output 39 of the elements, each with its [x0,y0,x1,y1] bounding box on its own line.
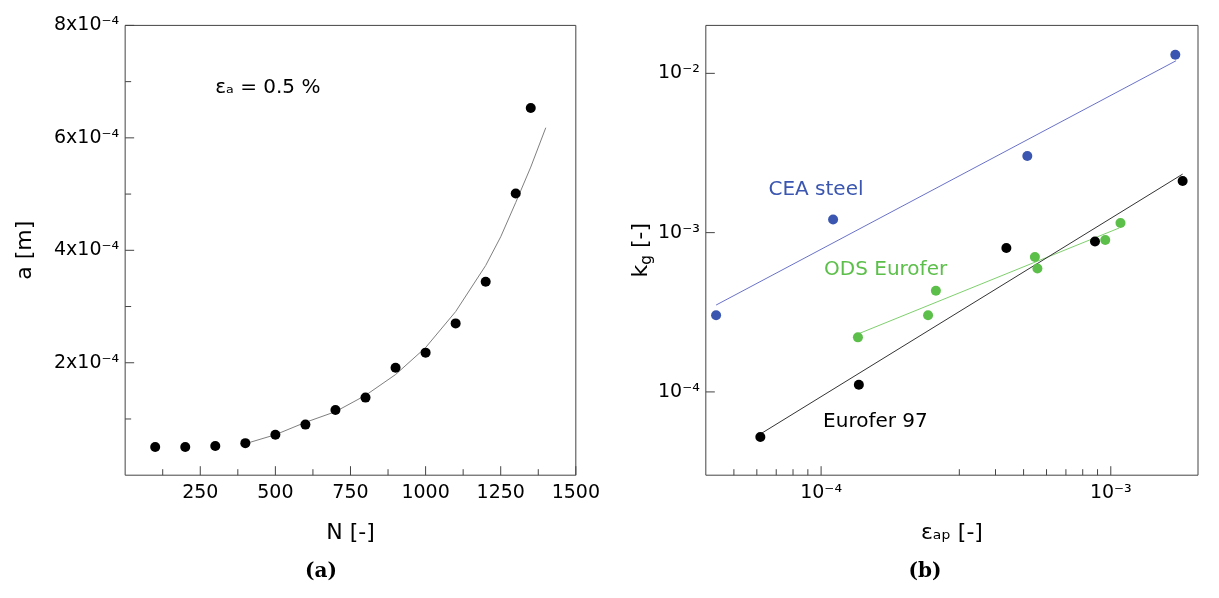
x-tick-label: 10⁻⁴ [800,479,843,502]
point [510,188,521,199]
point [300,419,311,430]
annotation: εₐ = 0.5 % [215,73,321,98]
point [480,276,491,287]
series-label: CEA steel [768,175,864,200]
y-tick-label: 6x10⁻⁴ [54,124,120,147]
text: (b) [908,558,942,583]
y-tick-label: 4x10⁻⁴ [54,237,120,260]
y-tick-label: 10⁻⁴ [657,378,701,401]
x-tick-label: 10⁻³ [1089,479,1132,502]
series-label: ODS Eurofer [824,256,948,281]
point [240,438,251,449]
point [360,392,371,403]
point [270,429,281,440]
x-tick-label: 500 [257,479,294,502]
x-tick-label: 750 [332,479,369,502]
y-tick-label: 8x10⁻⁴ [54,12,120,35]
text: (a) [305,558,337,583]
point [150,442,161,453]
y-axis-title: kg [-] [626,222,656,278]
point [420,347,431,358]
point [525,103,536,114]
x-tick-label: 1250 [476,479,525,502]
x-tick-label: 1500 [551,479,600,502]
point [180,442,191,453]
y-axis-title: a [m] [10,220,36,280]
point [330,404,341,415]
x-tick-label: 1000 [401,479,450,502]
x-axis-title: εₐₚ [-] [920,518,983,544]
y-tick-label: 10⁻² [657,60,700,83]
y-tick-label: 2x10⁻⁴ [54,349,120,372]
point [390,362,401,373]
x-tick-label: 250 [182,479,219,502]
y-tick-label: 10⁻³ [657,219,700,242]
point [450,318,461,329]
x-axis-title: N [-] [326,518,375,544]
series-label: Eurofer 97 [823,407,928,432]
point [210,440,221,451]
